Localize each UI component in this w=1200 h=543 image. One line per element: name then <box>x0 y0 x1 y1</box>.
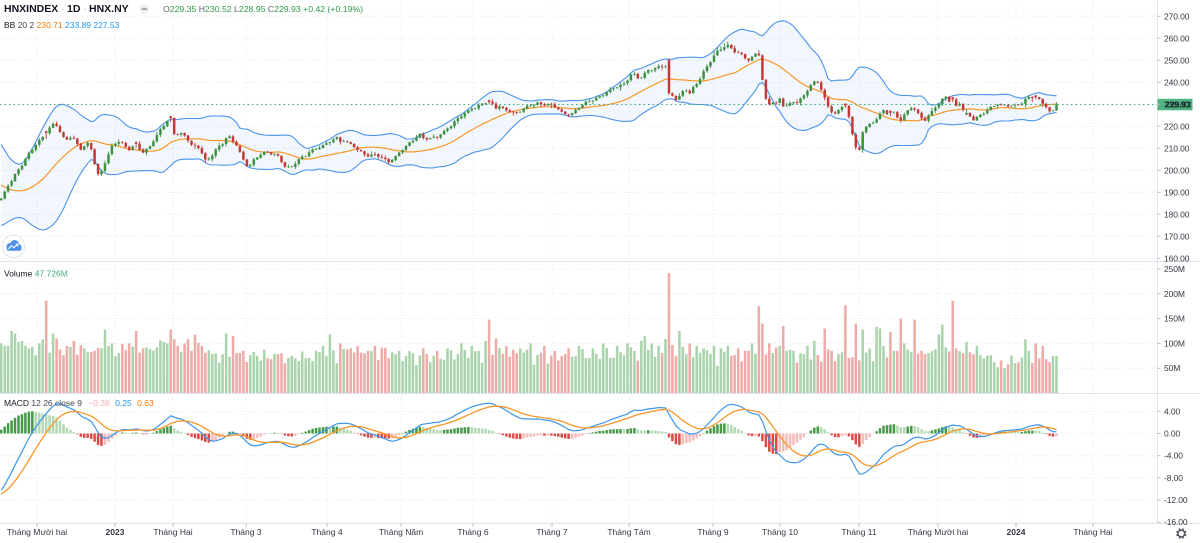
svg-text:Volume 47.726M: Volume 47.726M <box>4 269 68 279</box>
svg-text:-8.00: -8.00 <box>1164 473 1183 483</box>
svg-text:Tháng 11: Tháng 11 <box>841 527 877 537</box>
svg-text:O229.35 H230.52 L228.95 C229.9: O229.35 H230.52 L228.95 C229.93 +0.42 (+… <box>163 4 363 14</box>
svg-text:150M: 150M <box>1164 314 1185 324</box>
svg-text:250.00: 250.00 <box>1164 55 1190 65</box>
svg-text:200.00: 200.00 <box>1164 165 1190 175</box>
svg-text:229.93: 229.93 <box>1165 100 1191 110</box>
svg-text:200M: 200M <box>1164 289 1185 299</box>
svg-text:·: · <box>83 3 87 15</box>
svg-text:2023: 2023 <box>106 527 125 537</box>
svg-text:Tháng 6: Tháng 6 <box>457 527 488 537</box>
svg-text:Tháng Hai: Tháng Hai <box>153 527 192 537</box>
svg-text:240.00: 240.00 <box>1164 77 1190 87</box>
svg-text:-16.00: -16.00 <box>1164 517 1188 527</box>
svg-text:Tháng Năm: Tháng Năm <box>379 527 423 537</box>
svg-text:0.00: 0.00 <box>1164 429 1181 439</box>
svg-text:·: · <box>61 3 65 15</box>
svg-text:260.00: 260.00 <box>1164 33 1190 43</box>
svg-text:Tháng Tám: Tháng Tám <box>607 527 650 537</box>
svg-text:HNX.NY: HNX.NY <box>89 3 129 15</box>
svg-text:100M: 100M <box>1164 338 1185 348</box>
svg-text:190.00: 190.00 <box>1164 187 1190 197</box>
svg-text:BB 20 2 230.71 233.89 227.53: BB 20 2 230.71 233.89 227.53 <box>4 20 120 30</box>
svg-text:2024: 2024 <box>1007 527 1026 537</box>
svg-text:Tháng 9: Tháng 9 <box>697 527 728 537</box>
svg-text:HNXINDEX: HNXINDEX <box>4 3 58 15</box>
svg-text:1D: 1D <box>67 3 81 15</box>
svg-text:4.00: 4.00 <box>1164 406 1181 416</box>
svg-text:Tháng 10: Tháng 10 <box>762 527 798 537</box>
svg-text:Tháng Hai: Tháng Hai <box>1073 527 1112 537</box>
svg-text:210.00: 210.00 <box>1164 143 1190 153</box>
svg-text:Tháng 4: Tháng 4 <box>311 527 342 537</box>
svg-text:220.00: 220.00 <box>1164 121 1190 131</box>
svg-text:-12.00: -12.00 <box>1164 495 1188 505</box>
svg-text:Tháng 3: Tháng 3 <box>230 527 261 537</box>
svg-text:180.00: 180.00 <box>1164 209 1190 219</box>
svg-text:270.00: 270.00 <box>1164 11 1190 21</box>
svg-text:Tháng 7: Tháng 7 <box>536 527 567 537</box>
svg-text:Tháng Mười hai: Tháng Mười hai <box>908 527 969 537</box>
svg-text:MACD 12 26 close 9 −0.38 0.25: MACD 12 26 close 9 −0.38 0.25 0.63 <box>4 398 154 408</box>
svg-text:170.00: 170.00 <box>1164 231 1190 241</box>
svg-text:160.00: 160.00 <box>1164 253 1190 263</box>
svg-text:-4.00: -4.00 <box>1164 451 1183 461</box>
svg-text:50M: 50M <box>1164 363 1180 373</box>
svg-text:250M: 250M <box>1164 264 1185 274</box>
svg-text:Tháng Mười hai: Tháng Mười hai <box>7 527 68 537</box>
svg-text:230.00: 230.00 <box>1164 99 1190 109</box>
